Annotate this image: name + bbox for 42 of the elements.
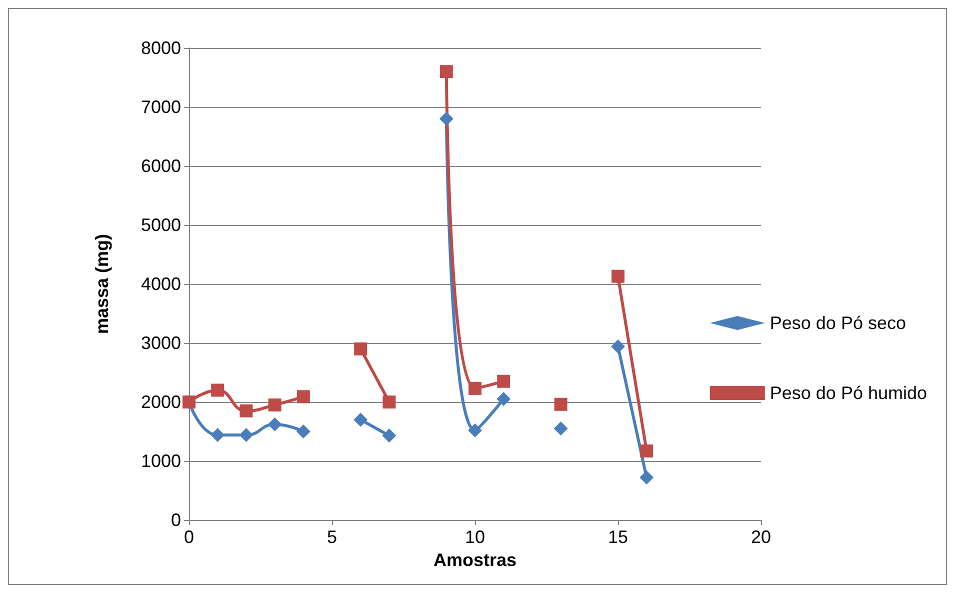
x-tick-label: 5 — [326, 527, 338, 547]
y-tick-label: 6000 — [140, 156, 181, 176]
y-tick-label: 4000 — [140, 274, 181, 294]
y-tick-label: 7000 — [140, 97, 181, 117]
point — [210, 428, 225, 442]
point — [240, 404, 253, 418]
point — [211, 384, 224, 397]
point — [382, 428, 396, 443]
point — [268, 417, 282, 432]
y-tick-label: 3000 — [140, 333, 181, 353]
y-tick-label: 2000 — [140, 392, 181, 412]
point — [640, 470, 654, 485]
point — [382, 396, 396, 408]
x-axis-title: Amostras — [433, 550, 517, 570]
y-tick-label: 8000 — [140, 38, 181, 58]
x-tick-label: 20 — [750, 527, 772, 547]
point — [611, 340, 625, 354]
point — [354, 342, 368, 356]
y-tick-label: 5000 — [140, 215, 181, 235]
point — [468, 382, 482, 395]
point — [439, 112, 454, 126]
point — [640, 444, 654, 458]
point — [354, 412, 368, 427]
point — [554, 422, 568, 436]
x-tick-label: 10 — [464, 527, 486, 547]
y-tick-label: 1000 — [140, 451, 181, 471]
point — [268, 398, 282, 412]
legend-label: Peso do Pó seco — [770, 313, 906, 333]
point — [496, 392, 511, 406]
point — [440, 65, 453, 78]
point — [612, 270, 624, 283]
point — [296, 390, 310, 404]
y-axis-title: massa (mg) — [92, 234, 112, 334]
point — [468, 423, 482, 438]
point — [296, 424, 310, 438]
x-tick-label: 0 — [184, 527, 194, 547]
point — [554, 398, 568, 411]
y-tick-label: 0 — [170, 510, 181, 530]
x-tick-label: 15 — [608, 527, 628, 547]
point — [239, 428, 254, 442]
point — [497, 374, 510, 388]
legend-label: Peso do Pó humido — [770, 383, 928, 403]
